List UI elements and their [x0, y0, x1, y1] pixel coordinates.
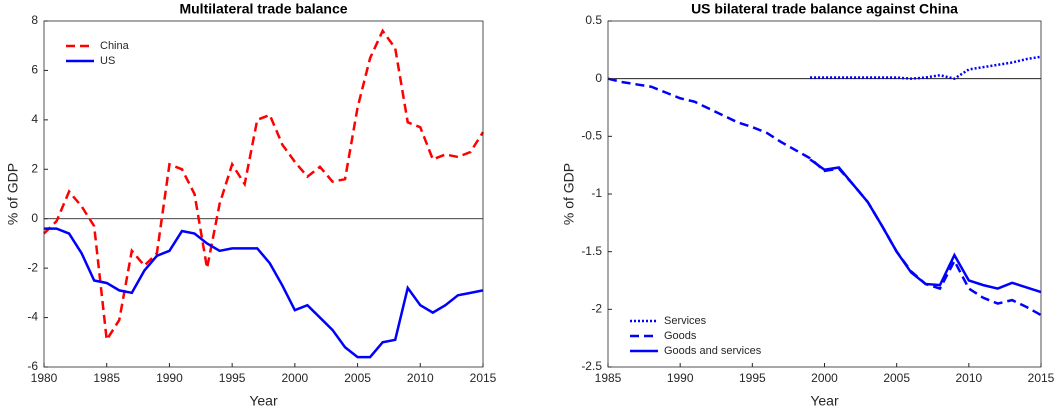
x-tick-label: 1985: [93, 371, 120, 385]
y-tick-label: 0: [595, 71, 602, 85]
x-axis-label: Year: [249, 393, 278, 409]
legend-label: China: [100, 40, 130, 52]
x-tick-label: 2000: [282, 371, 309, 385]
x-tick-label: 1995: [219, 371, 246, 385]
y-tick-label: 4: [31, 112, 38, 126]
y-tick-label: 0.5: [585, 13, 602, 27]
x-tick-label: 2005: [344, 371, 371, 385]
y-tick-label: -2: [27, 260, 38, 274]
legend-label: Goods: [664, 330, 697, 342]
y-tick-label: -6: [27, 359, 38, 373]
y-axis-label: % of GDP: [561, 163, 577, 225]
y-tick-label: -4: [27, 310, 38, 324]
y-tick-label: -2.5: [581, 359, 602, 373]
series-line: [809, 158, 1042, 294]
y-tick-label: -1.5: [581, 244, 602, 258]
y-tick-label: 0: [31, 211, 38, 225]
x-tick-label: 2015: [1028, 371, 1055, 385]
x-tick-label: 1990: [156, 371, 183, 385]
legend-label: US: [100, 55, 115, 67]
x-tick-label: 2010: [955, 371, 982, 385]
x-axis-label: Year: [810, 393, 839, 409]
plot-area: [44, 21, 483, 367]
y-tick-label: -0.5: [581, 129, 602, 143]
y-tick-label: 6: [31, 63, 38, 77]
legend-label: Services: [664, 315, 707, 327]
x-tick-label: 1990: [667, 371, 694, 385]
y-tick-label: -2: [591, 302, 602, 316]
x-tick-label: 2000: [811, 371, 838, 385]
x-tick-label: 1995: [739, 371, 766, 385]
y-axis-label: % of GDP: [5, 163, 21, 225]
series-line: [810, 55, 1042, 81]
x-tick-label: 2010: [407, 371, 434, 385]
series-line: [43, 28, 485, 344]
x-tick-label: 2015: [470, 371, 497, 385]
x-tick-label: 2005: [883, 371, 910, 385]
series-line: [44, 227, 484, 359]
y-tick-label: 8: [31, 13, 38, 27]
y-tick-label: -1: [591, 186, 602, 200]
chart-title: US bilateral trade balance against China: [691, 1, 958, 17]
x-tick-label: 1980: [31, 371, 58, 385]
chart-title: Multilateral trade balance: [179, 1, 347, 17]
axes-box: [43, 20, 484, 368]
y-tick-label: 2: [31, 161, 38, 175]
legend-label: Goods and services: [664, 345, 762, 357]
x-tick-label: 1985: [595, 371, 622, 385]
